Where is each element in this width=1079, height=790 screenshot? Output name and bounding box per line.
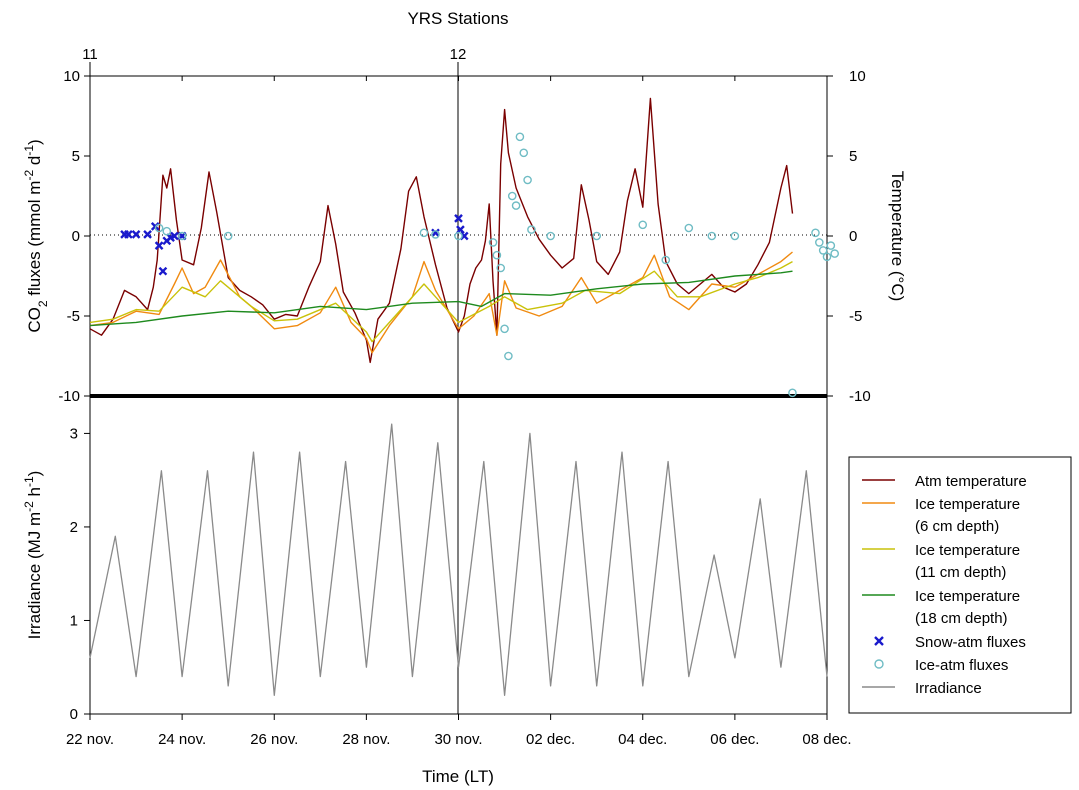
ice-atm-flux-point: [592, 231, 601, 241]
axes: -10 -10 -5 -5 0 0 5 5 10 10 0 1 2 3 22 nov. 24 nov. 26 n…: [58, 68, 870, 748]
snow-atm-flux-point: [158, 266, 168, 276]
ice-atm-flux-point: [815, 238, 824, 247]
ice-atm-flux-point: [811, 228, 820, 238]
top-ytick-right-label: -5: [849, 308, 862, 325]
series: [89, 97, 839, 696]
ice-atm-flux-point: [546, 231, 555, 241]
legend: Atm temperature Ice temperature (6 cm dept…: [848, 456, 1072, 714]
legend-label: Irradiance: [915, 680, 982, 697]
legend-label: Ice temperature (11 cm depth): [915, 542, 1020, 581]
legend-label: Ice temperature (18 cm depth): [915, 588, 1020, 627]
ice-atm-flux-point: [788, 388, 797, 398]
legend-label: Ice temperature (6 cm depth): [915, 496, 1020, 535]
ice-atm-flux-point: [177, 231, 187, 241]
ice-atm-flux-point: [454, 231, 463, 241]
top-ytick-left-label: 0: [72, 228, 80, 245]
ice-atm-flux-point: [684, 223, 694, 233]
ice-atm-flux-point: [515, 132, 525, 142]
bottom-ytick-label: 1: [70, 612, 78, 629]
top-ytick-right-label: 5: [849, 148, 857, 165]
snow-atm-flux-point: [454, 214, 463, 223]
bottom-ytick-label: 0: [70, 706, 78, 723]
legend-swatch-x: [874, 636, 884, 646]
top-ytick-left-label: 5: [72, 148, 80, 165]
snow-atm-flux-point: [143, 230, 152, 239]
snow-atm-flux-point: [431, 228, 440, 238]
snow-atm-flux-point: [124, 230, 133, 239]
ice-atm-flux-point: [496, 263, 506, 273]
ice-atm-flux-point: [527, 225, 536, 234]
bottom-ytick-label: 2: [70, 519, 78, 536]
ice-atm-flux-point: [830, 249, 839, 258]
station-label-11: 11: [82, 46, 98, 63]
series-line-ice-temperature-18-cm-depth: [89, 270, 793, 327]
ice-atm-flux-point: [154, 223, 164, 233]
ice-atm-flux-point: [519, 148, 529, 158]
ice-atm-flux-point: [431, 230, 440, 239]
x-tick-label: 30 nov.: [434, 731, 482, 748]
top-ytick-left-label: -10: [58, 388, 80, 405]
ice-atm-flux-point: [492, 250, 502, 260]
series-line-irradiance: [89, 423, 828, 696]
ice-atm-flux-point: [500, 324, 509, 334]
ice-atm-flux-point: [730, 231, 740, 241]
ice-atm-flux-point: [826, 241, 836, 250]
legend-label: Snow-atm fluxes: [915, 634, 1026, 651]
x-tick-label: 24 nov.: [158, 731, 206, 748]
top-ytick-left-label: -5: [67, 308, 80, 325]
top-ylabel-left: CO2 fluxes (mmol m-2 d-1): [22, 139, 50, 332]
x-tick-label: 08 dec.: [802, 731, 851, 748]
ice-atm-flux-point: [223, 231, 233, 241]
top-ytick-right-label: 10: [849, 68, 866, 85]
bottom-ylabel: Irradiance (MJ m-2 h-1): [22, 471, 44, 640]
ice-atm-flux-point: [822, 252, 832, 262]
top-ytick-right-label: -10: [849, 388, 871, 405]
top-ytick-right-label: 0: [849, 228, 857, 245]
x-tick-label: 28 nov.: [342, 731, 390, 748]
x-tick-label: 02 dec.: [526, 731, 575, 748]
legend-label: Atm temperature: [915, 473, 1027, 490]
top-ytick-left-label: 10: [63, 68, 80, 85]
x-tick-label: 06 dec.: [710, 731, 759, 748]
legend-box: [848, 456, 1072, 714]
series-line-atm-temperature: [89, 97, 794, 364]
bottom-ytick-label: 3: [70, 425, 78, 442]
series-line-ice-temperature-11-cm-depth: [89, 260, 793, 343]
station-label-12: 12: [450, 46, 467, 63]
ice-atm-flux-point: [523, 175, 532, 185]
snow-atm-flux-point: [170, 231, 179, 241]
x-tick-label: 22 nov.: [66, 731, 114, 748]
ice-atm-flux-point: [419, 228, 429, 238]
legend-swatch-circle: [874, 659, 884, 669]
ice-atm-flux-point: [507, 191, 517, 201]
snow-atm-flux-point: [154, 241, 164, 250]
series-line-ice-temperature-6-cm-depth: [89, 251, 793, 354]
ice-atm-flux-point: [661, 255, 671, 265]
ice-atm-flux-point: [707, 231, 717, 241]
ice-atm-flux-point: [818, 246, 828, 255]
x-axis-label: Time (LT): [422, 767, 494, 786]
x-tick-label: 26 nov.: [250, 731, 298, 748]
legend-label: Ice-atm fluxes: [915, 657, 1008, 674]
ice-atm-flux-point: [504, 351, 513, 361]
ice-atm-flux-point: [638, 220, 648, 230]
x-tick-label: 04 dec.: [618, 731, 667, 748]
chart-title: YRS Stations: [407, 9, 508, 28]
ice-atm-flux-point: [488, 238, 498, 247]
top-ylabel-right: Temperature (°C): [888, 171, 907, 302]
ice-atm-flux-point: [162, 226, 172, 236]
ice-atm-flux-point: [511, 201, 521, 210]
snow-atm-flux-point: [131, 230, 141, 239]
